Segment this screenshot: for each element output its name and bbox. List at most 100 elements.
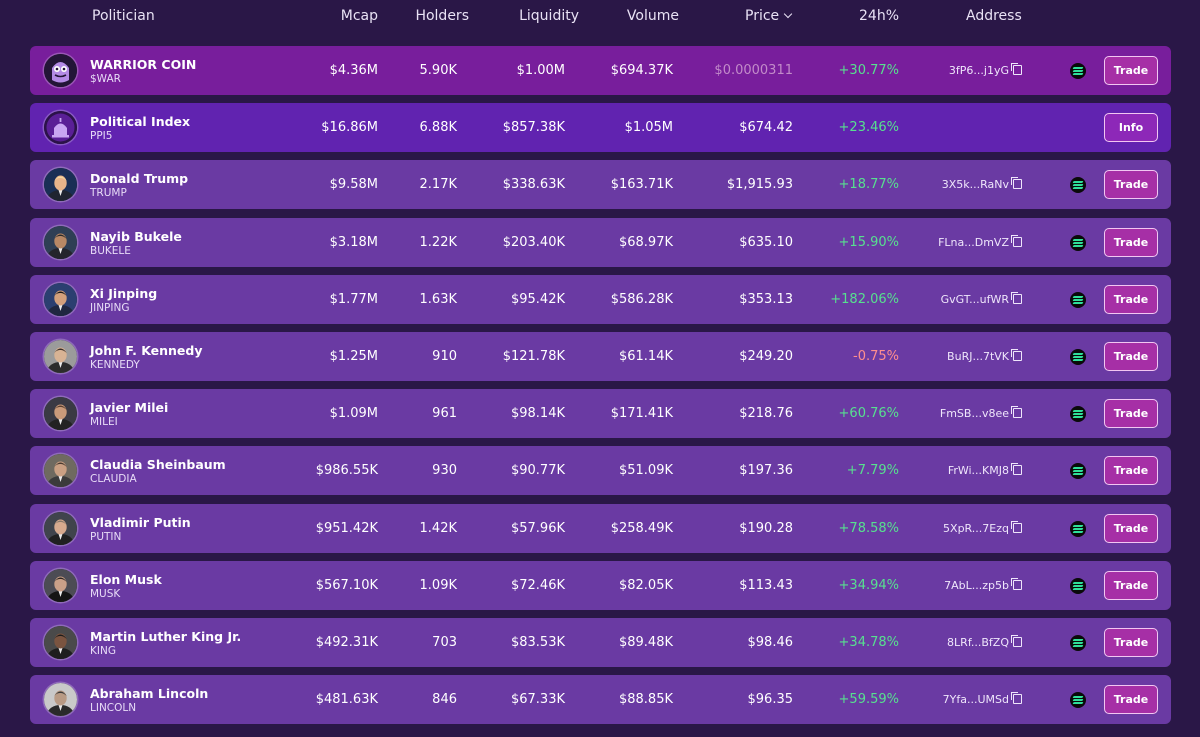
column-holders: Holders — [415, 8, 469, 24]
table-row[interactable]: Elon Musk MUSK $567.10K 1.09K $72.46K $82.05K… — [30, 560, 1171, 610]
copy-icon[interactable] — [1011, 577, 1022, 590]
trade-button[interactable]: Trade — [1104, 628, 1158, 657]
address-copy[interactable]: GvGT...ufWR — [910, 275, 1022, 324]
column-address: Address — [966, 8, 1022, 24]
volume-value: $51.09K — [618, 463, 673, 479]
address-copy[interactable]: BuRJ...7tVK — [910, 332, 1022, 381]
address-copy[interactable]: FmSB...v8ee — [910, 389, 1022, 438]
liquidity-value: $67.33K — [510, 692, 565, 708]
address-copy[interactable]: 3fP6...j1yG — [910, 46, 1022, 95]
holders-value: 1.42K — [419, 520, 457, 536]
liquidity-value: $83.53K — [510, 635, 565, 650]
avatar — [44, 54, 77, 87]
copy-icon[interactable] — [1011, 463, 1022, 476]
table-row[interactable]: Javier Milei MILEI $1.09M 961 $98.14K $171.41… — [30, 389, 1171, 439]
mcap-value: $1.09M — [329, 406, 378, 422]
trade-button[interactable]: Trade — [1104, 170, 1158, 200]
copy-icon[interactable] — [1011, 291, 1022, 304]
address-copy[interactable]: FLna...DmVZ — [910, 218, 1022, 267]
price-value: $190.28 — [739, 520, 793, 536]
token-name: Claudia Sheinbaum — [90, 457, 226, 473]
address-copy[interactable]: 5XpR...7Ezq — [910, 504, 1022, 553]
trade-button[interactable]: Trade — [1104, 456, 1158, 486]
token-name: John F. Kennedy — [90, 343, 203, 358]
token-name: Abraham Lincoln — [90, 686, 209, 702]
info-button[interactable]: Info — [1104, 113, 1158, 143]
mcap-value: $951.42K — [315, 520, 378, 536]
token-name: Vladimir Putin — [90, 514, 191, 530]
mcap-value: $1.25M — [329, 349, 378, 364]
copy-icon[interactable] — [1011, 63, 1022, 75]
token-name: Elon Musk — [90, 571, 162, 587]
trade-button[interactable]: Trade — [1104, 227, 1158, 257]
address-copy[interactable]: 8LRf...BfZQ — [910, 618, 1022, 667]
column-price: Price — [745, 8, 780, 24]
copy-icon[interactable] — [1011, 234, 1022, 247]
address-value: 3fP6...j1yG — [948, 64, 1009, 77]
table-row[interactable]: Martin Luther King Jr. KING $492.31K 703 $83… — [30, 618, 1171, 667]
solana-icon — [1070, 463, 1086, 480]
column-politician: Politician — [92, 8, 155, 24]
volume-value: $82.05K — [618, 577, 673, 593]
trade-button[interactable]: Trade — [1104, 399, 1158, 429]
change-value: +15.90% — [838, 234, 899, 250]
table-row[interactable]: Xi Jinping JINPING $1.77M 1.63K $95.42K $586.… — [30, 274, 1171, 324]
address-value: FLna...DmVZ — [938, 235, 1009, 249]
copy-icon[interactable] — [1011, 520, 1022, 533]
volume-value: $1.05M — [624, 120, 673, 136]
price-value: $113.43 — [739, 577, 793, 593]
address-copy[interactable]: 7AbL...zp5b — [910, 561, 1022, 610]
copy-icon[interactable] — [1011, 406, 1022, 419]
volume-value: $694.37K — [610, 63, 673, 78]
holders-value: 5.90K — [419, 63, 457, 78]
trade-button[interactable]: Trade — [1104, 56, 1158, 85]
token-name: Martin Luther King Jr. — [90, 629, 242, 644]
table-row[interactable]: Donald Trump TRUMP $9.58M 2.17K $338.63K $163… — [30, 160, 1171, 210]
address-copy[interactable]: FrWi...KMJ8 — [910, 446, 1022, 495]
avatar — [44, 225, 77, 259]
solana-icon — [1070, 234, 1086, 251]
price-value: $0.0000311 — [714, 63, 793, 78]
liquidity-value: $1.00M — [516, 63, 565, 78]
mcap-value: $567.10K — [315, 577, 378, 593]
copy-icon[interactable] — [1011, 349, 1022, 361]
table-row[interactable]: Claudia Sheinbaum CLAUDIA $986.55K 930 $90.7… — [30, 446, 1171, 496]
holders-value: 1.63K — [419, 291, 457, 307]
table-row[interactable]: Political Index PPI5 $16.86M 6.88K $857.38K $… — [30, 103, 1171, 153]
column-mcap: Mcap — [340, 8, 378, 24]
address-value: 3X5k...RaNv — [941, 178, 1009, 192]
table-row[interactable]: John F. Kennedy KENNEDY $1.25M 910 $121.78K $… — [30, 332, 1171, 381]
trade-button[interactable]: Trade — [1104, 342, 1158, 371]
solana-icon — [1070, 577, 1086, 594]
copy-icon[interactable] — [1011, 692, 1022, 705]
address-value: GvGT...ufWR — [940, 292, 1009, 306]
change-value: +7.79% — [846, 463, 899, 479]
address-copy[interactable]: 7Yfa...UMSd — [910, 675, 1022, 724]
trade-button[interactable]: Trade — [1104, 685, 1158, 715]
change-value: +60.76% — [838, 406, 899, 422]
column-price-sort[interactable]: Price — [745, 8, 793, 24]
liquidity-value: $95.42K — [510, 291, 565, 307]
change-value: -0.75% — [853, 349, 899, 364]
copy-icon[interactable] — [1011, 635, 1022, 647]
price-value: $674.42 — [739, 120, 793, 136]
table-row[interactable]: Vladimir Putin PUTIN $951.42K 1.42K $57.96K $… — [30, 503, 1171, 553]
address-value: 8LRf...BfZQ — [947, 636, 1009, 649]
address-copy[interactable]: 3X5k...RaNv — [910, 160, 1022, 209]
copy-icon[interactable] — [1011, 177, 1022, 190]
table-header: Politician Mcap Holders Liquidity Volume… — [0, 0, 1200, 36]
holders-value: 961 — [432, 406, 457, 422]
change-value: +59.59% — [838, 692, 899, 708]
token-name: Donald Trump — [90, 171, 189, 187]
token-ticker: KING — [90, 645, 116, 657]
table-row[interactable]: Nayib Bukele BUKELE $3.18M 1.22K $203.40K $68… — [30, 217, 1171, 267]
column-liquidity: Liquidity — [519, 8, 579, 24]
trade-button[interactable]: Trade — [1104, 570, 1158, 600]
trade-button[interactable]: Trade — [1104, 513, 1158, 543]
change-value: +23.46% — [838, 120, 899, 136]
trade-button[interactable]: Trade — [1104, 284, 1158, 314]
table-row[interactable]: Abraham Lincoln LINCOLN $481.63K 846 $67.33K… — [30, 675, 1171, 725]
table-row[interactable]: WARRIOR COIN $WAR $4.36M 5.90K $1.00M $694.37… — [30, 46, 1171, 95]
avatar — [44, 454, 77, 488]
mcap-value: $4.36M — [329, 63, 378, 78]
